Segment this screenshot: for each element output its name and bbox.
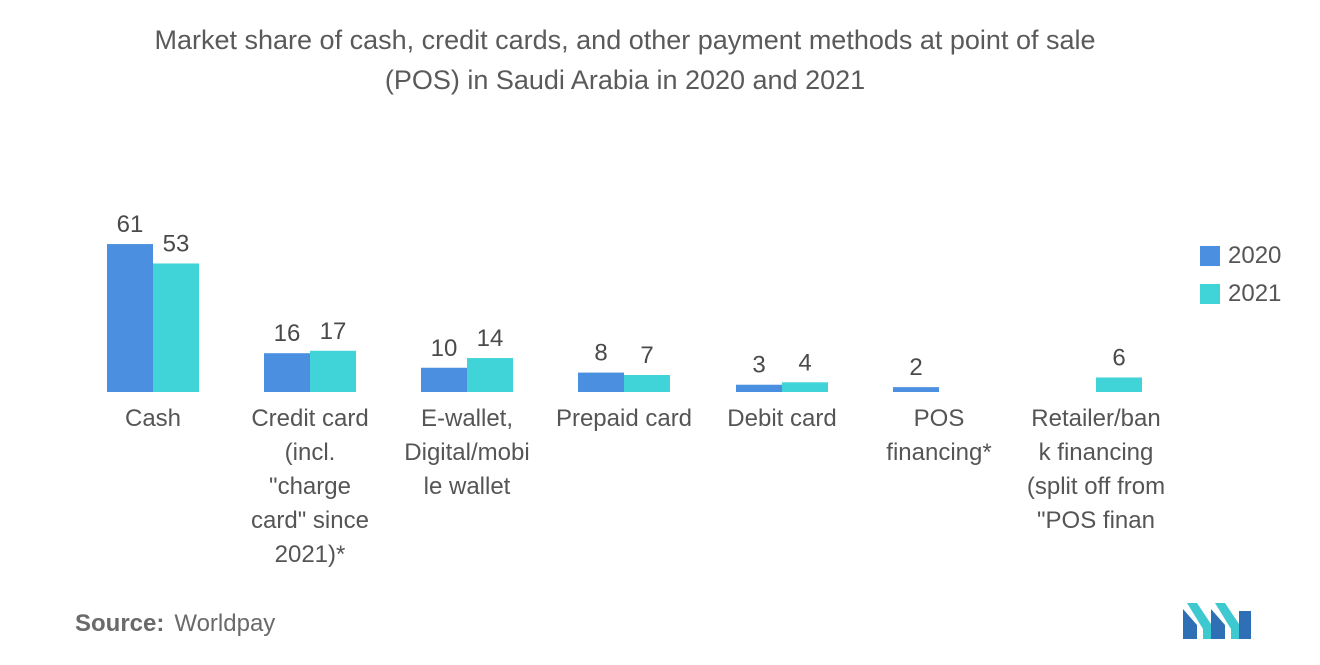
bar-2021-1 <box>310 350 356 392</box>
category-label-0: Cash <box>125 405 181 432</box>
bar-2020-5 <box>893 387 939 392</box>
source-label: Source: <box>75 610 165 637</box>
bar-2021-6 <box>1096 377 1142 392</box>
legend-item-2021[interactable]: 2021 <box>1200 275 1281 313</box>
category-label-3: Prepaid card <box>556 405 692 432</box>
legend-swatch-2020 <box>1200 246 1220 266</box>
data-label-2020-5: 2 <box>909 354 922 381</box>
legend-label-2021: 2021 <box>1228 280 1282 307</box>
data-label-2020-3: 8 <box>594 340 607 367</box>
bar-2020-2 <box>421 367 467 392</box>
chart-title-line-1: Market share of cash, credit cards, and … <box>154 25 1096 55</box>
chart-title-line-2: (POS) in Saudi Arabia in 2020 and 2021 <box>384 65 866 95</box>
legend-item-2020[interactable]: 2020 <box>1200 237 1281 275</box>
data-label-2020-2: 10 <box>431 335 458 362</box>
data-label-2021-3: 7 <box>640 342 653 369</box>
data-label-2021-1: 17 <box>320 318 347 345</box>
data-label-2021-0: 53 <box>163 230 190 257</box>
data-label-2021-4: 4 <box>798 349 811 376</box>
data-label-2020-0: 61 <box>117 211 144 238</box>
data-label-2020-1: 16 <box>274 320 301 347</box>
legend-label-2020: 2020 <box>1228 242 1282 269</box>
bar-2021-4 <box>782 382 828 392</box>
bar-2021-3 <box>624 375 670 392</box>
bar-2020-0 <box>107 244 153 392</box>
category-label-1: Credit card (incl. "charge card" since 2021)… <box>251 405 369 568</box>
bar-2020-4 <box>736 384 782 392</box>
bar-2021-0 <box>153 263 199 392</box>
bar-2020-3 <box>578 372 624 392</box>
category-label-5: POS financing* <box>886 405 991 466</box>
category-label-2: E-wallet, Digital/mobi le wallet <box>404 405 529 500</box>
bar-2021-2 <box>467 358 513 392</box>
mordor-intelligence-logo-icon <box>1183 603 1251 639</box>
data-label-2020-4: 3 <box>752 352 765 379</box>
category-label-6: Retailer/ban k financing (split off from "P… <box>1027 405 1165 534</box>
legend-swatch-2021 <box>1200 284 1220 304</box>
category-label-4: Debit card <box>727 405 836 432</box>
chart-title: Market share of cash, credit cards, and … <box>0 20 1250 100</box>
data-label-2021-2: 14 <box>477 325 504 352</box>
data-label-2021-6: 6 <box>1112 344 1125 371</box>
source-note: Source: Worldpay <box>75 610 275 638</box>
source-value: Worldpay <box>174 610 276 637</box>
bar-2020-1 <box>264 353 310 392</box>
legend: 2020 2021 <box>1200 237 1281 313</box>
